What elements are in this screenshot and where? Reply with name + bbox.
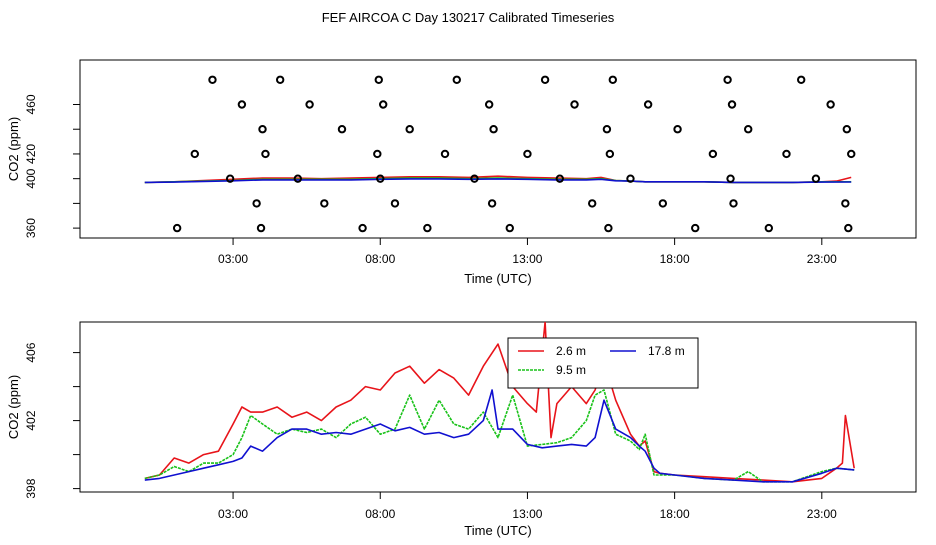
outlier-point [727,100,737,109]
outlier-point [337,125,347,134]
outlier-point [237,100,247,109]
x-tick-label: 23:00 [807,252,837,266]
outlier-point [587,199,597,208]
panel-top-scatter: 03:00 08:00 13:00 18:00 23:00 360 400 420 460 Tim… [6,59,917,286]
y-tick-label: 360 [24,218,38,238]
outlier-point [225,174,235,183]
outlier-point [358,223,367,233]
outlier-point [844,223,853,233]
outlier-point [626,174,635,183]
outlier-point [320,199,329,208]
outlier-point [172,223,182,233]
y-axis-label: CO2 (ppm) [6,117,21,181]
outlier-point [729,199,738,208]
series-line-17-8m [144,178,852,184]
outlier-point [378,100,388,109]
outlier-point [708,149,718,159]
outlier-point [782,149,791,159]
y-tick-label: 420 [24,144,38,164]
outlier-point [293,174,303,183]
outlier-point [540,75,550,84]
outlier-point [842,125,852,134]
legend-label-9-5m: 9.5 m [556,363,586,377]
outlier-point [275,75,285,84]
legend: 2.6 m 9.5 m 17.8 m [507,337,699,389]
outlier-point [523,149,532,159]
outlier-point [643,100,653,109]
outlier-point [847,149,856,159]
outlier-point [723,75,732,84]
outlier-point [487,199,497,208]
outlier-point [374,75,383,84]
x-tick-label: 13:00 [512,507,542,521]
outlier-point [423,223,432,233]
outlier-point [811,174,821,183]
outlier-point [489,125,498,134]
outlier-point [373,149,382,159]
outlier-point [604,223,613,233]
outlier-point [261,149,270,159]
outlier-point [405,125,414,134]
legend-box [507,337,699,389]
y-tick-label: 460 [24,94,38,114]
outlier-point [570,100,579,109]
plot-frame [79,59,917,239]
outlier-point [258,125,267,134]
outlier-point [252,199,261,208]
outlier-point [841,199,850,208]
y-axis-label: CO2 (ppm) [6,375,21,439]
plot-frame [79,321,917,493]
series-line-9-5m [144,389,855,483]
outlier-point [764,223,774,233]
outlier-point [608,75,618,84]
outlier-point [658,199,668,208]
x-tick-label: 08:00 [365,252,395,266]
x-tick-label: 03:00 [218,252,248,266]
outlier-point [726,174,735,183]
figure-title: FEF AIRCOA C Day 130217 Calibrated Times… [322,10,615,25]
outlier-point [484,100,494,109]
outlier-point [190,149,200,159]
outlier-point [305,100,314,109]
series-line-2-6m [144,322,855,483]
outlier-point [744,125,753,134]
x-tick-label: 18:00 [660,507,690,521]
y-tick-label: 400 [24,168,38,188]
legend-label-17-8m: 17.8 m [648,344,685,358]
outlier-point [256,223,266,233]
outlier-point [796,75,806,84]
outlier-point [691,223,700,233]
legend-label-2-6m: 2.6 m [556,344,586,358]
outlier-point [602,125,612,134]
y-tick-label: 406 [24,342,38,362]
y-tick-label: 398 [24,478,38,498]
outlier-point [390,199,400,208]
outlier-point [376,174,385,183]
plot-area [144,175,852,184]
outlier-point [673,125,682,134]
outlier-point [826,100,835,109]
outlier-point [440,149,450,159]
y-tick-label: 402 [24,410,38,430]
outlier-point [605,149,615,159]
x-axis-label: Time (UTC) [464,271,531,286]
outlier-point [208,75,217,84]
outlier-point [470,174,479,183]
outlier-point [452,75,461,84]
x-tick-label: 18:00 [660,252,690,266]
plot-area [144,322,855,483]
panel-bottom-line: 03:00 08:00 13:00 18:00 23:00 398 402 406 Time (… [6,321,917,538]
x-tick-label: 13:00 [512,252,542,266]
x-tick-label: 03:00 [218,507,248,521]
outlier-point [505,223,514,233]
outlier-point [555,174,565,183]
x-tick-label: 23:00 [807,507,837,521]
x-axis-label: Time (UTC) [464,523,531,538]
series-line-17-8m [144,389,855,483]
x-tick-label: 08:00 [365,507,395,521]
